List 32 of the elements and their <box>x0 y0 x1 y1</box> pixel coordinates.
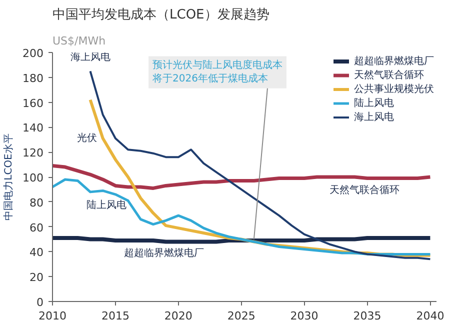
annotation: 光伏 <box>76 132 97 144</box>
y-tick-label: 200 <box>22 47 44 60</box>
y-axis-title: 中国电力LCOE水平 <box>2 134 15 220</box>
annotation: 陆上风电 <box>86 198 126 211</box>
y-tick-label: 100 <box>22 172 44 184</box>
legend-label: 海上风电 <box>354 110 394 124</box>
annotation: 超超临界燃煤电厂 <box>124 246 204 259</box>
y-tick-label: 40 <box>30 246 44 260</box>
y-tick-label: 140 <box>22 122 44 135</box>
x-tick-label: 2020 <box>164 310 192 322</box>
x-tick-label: 2010 <box>38 310 67 322</box>
y-tick-label: 180 <box>22 72 44 85</box>
legend-label: 天然气联合循环 <box>354 69 424 82</box>
annotation: 预计光伏与陆上风电度电成本将于2026年低于煤电成本 <box>152 59 282 84</box>
x-tick-label: 2030 <box>290 310 318 322</box>
y-tick-label: 20 <box>30 271 44 284</box>
legend-label: 陆上风电 <box>354 96 394 110</box>
legend-label: 超超临界燃煤电厂 <box>354 54 434 68</box>
x-tick-label: 2015 <box>101 310 130 322</box>
annotation: 天然气联合循环 <box>329 184 400 196</box>
legend-label: 公共事业规模光伏 <box>354 82 434 96</box>
x-tick-label: 2040 <box>416 310 444 322</box>
x-tick-label: 2035 <box>353 310 382 322</box>
chart-title: 中国平均发电成本（LCOE）发展趋势 <box>52 8 270 22</box>
chart-subtitle: US$/MWh <box>52 34 106 48</box>
y-tick-label: 0 <box>36 296 44 309</box>
y-tick-label: 80 <box>30 196 44 210</box>
y-tick-label: 160 <box>22 96 44 110</box>
line-series <box>52 178 432 256</box>
y-tick-label: 60 <box>30 221 44 234</box>
y-tick-label: 120 <box>22 146 44 160</box>
x-tick-label: 2025 <box>227 310 256 322</box>
